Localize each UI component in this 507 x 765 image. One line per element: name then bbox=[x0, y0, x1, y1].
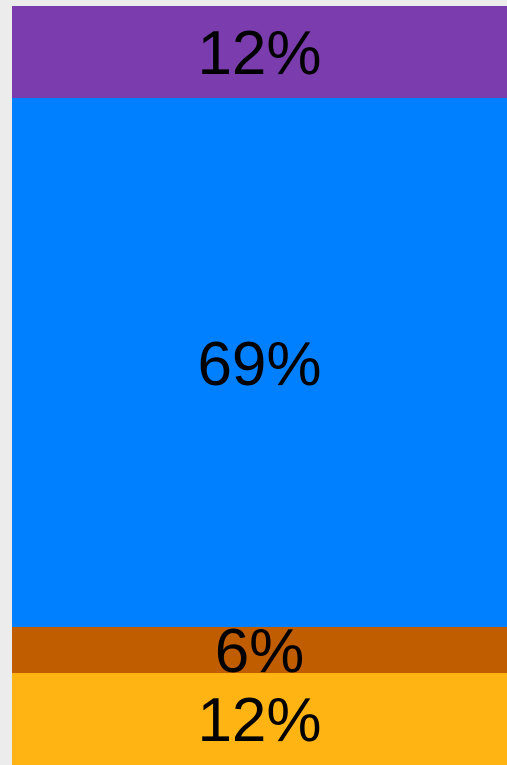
bar-segment bbox=[12, 673, 507, 765]
bar-segment bbox=[12, 6, 507, 98]
bar-segment bbox=[12, 98, 507, 627]
bar-segment bbox=[12, 627, 507, 673]
stacked-bar: 12% 69% 6% 12% bbox=[12, 6, 507, 765]
